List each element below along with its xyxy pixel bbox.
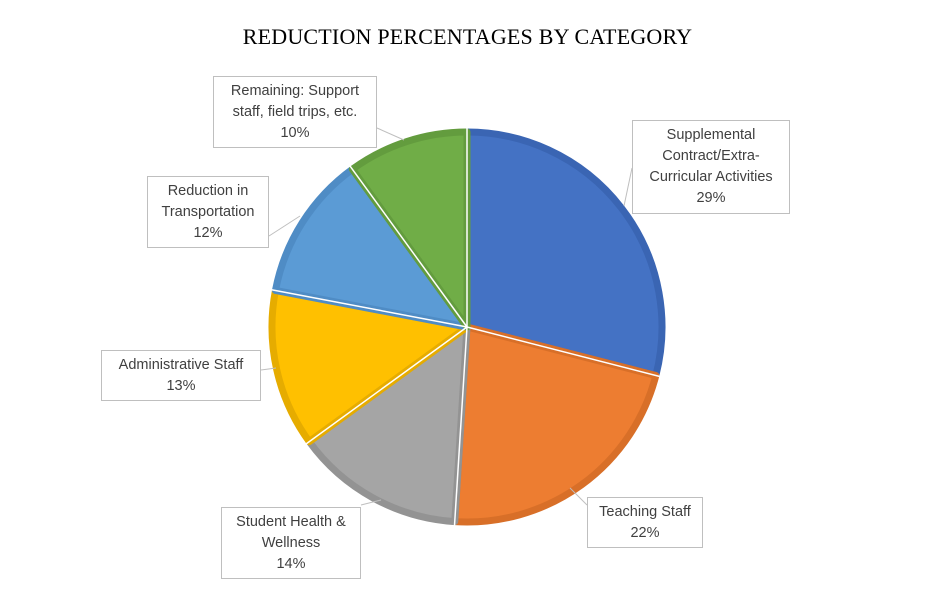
leader-line <box>260 367 277 371</box>
callout-category: Remaining: Support staff, field trips, e… <box>230 82 360 120</box>
callout-category: Student Health & Wellness <box>236 513 346 551</box>
callout-value: 29% <box>696 190 726 206</box>
leader-line <box>360 499 382 506</box>
slice-transportation <box>271 165 471 331</box>
slice-separator <box>271 288 468 328</box>
slice-separator <box>349 165 468 328</box>
callout-category: Teaching Staff <box>599 503 691 520</box>
slice-supplemental-contract <box>463 128 666 379</box>
callout-category: Reduction in Transportation <box>161 182 255 220</box>
slice-teaching-staff <box>451 323 660 526</box>
callout-administrative-staff: Administrative Staff 13% <box>101 350 261 401</box>
callout-student-health: Student Health & Wellness 14% <box>221 507 361 579</box>
callout-teaching-staff: Teaching Staff 22% <box>587 497 703 548</box>
callout-value: 13% <box>166 377 196 394</box>
slice-remaining <box>348 128 471 331</box>
callout-value: 14% <box>276 555 306 572</box>
slice-administrative-staff <box>268 286 471 446</box>
leader-line <box>268 215 301 237</box>
callout-value: 10% <box>280 124 310 141</box>
callout-value: 22% <box>630 524 660 541</box>
slice-separator <box>305 326 468 445</box>
callout-category: Administrative Staff <box>118 356 244 373</box>
leader-lines <box>260 127 633 506</box>
slice-separator <box>453 326 468 526</box>
callout-remaining: Remaining: Support staff, field trips, e… <box>213 76 377 148</box>
callout-transportation: Reduction in Transportation 12% <box>147 176 269 248</box>
pie-slices <box>268 128 666 526</box>
leader-line <box>623 167 633 207</box>
slice-student-health <box>305 323 471 526</box>
callout-supplemental-contract: Supplemental Contract/Extra-Curricular A… <box>632 120 790 214</box>
callout-category: Supplemental Contract/Extra-Curricular A… <box>649 127 773 185</box>
leader-line <box>376 127 405 141</box>
chart-title: REDUCTION PERCENTAGES BY CATEGORY <box>242 24 693 49</box>
leader-line <box>569 487 588 506</box>
slice-separator <box>466 326 660 378</box>
callout-value: 12% <box>193 224 223 241</box>
